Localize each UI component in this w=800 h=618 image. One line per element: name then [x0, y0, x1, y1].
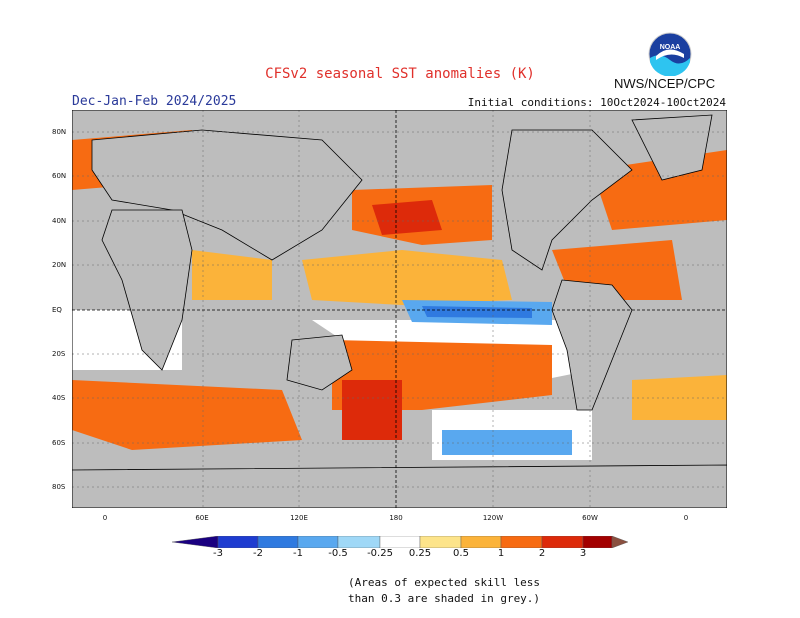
colorbar-label: 1 — [497, 548, 505, 559]
colorbar-segment — [611, 536, 628, 548]
colorbar-segment — [217, 536, 259, 548]
map-title: CFSv2 seasonal SST anomalies (K) — [265, 66, 535, 82]
svg-text:NOAA: NOAA — [660, 44, 681, 51]
colorbar-label: 2 — [538, 548, 546, 559]
lat-label: 60N — [52, 172, 67, 180]
agency-label: NWS/NCEP/CPC — [614, 76, 716, 91]
lon-label: 120E — [290, 514, 308, 522]
colorbar-label: 3 — [579, 548, 587, 559]
colorbar-segment — [500, 536, 543, 548]
colorbar-label: -0.25 — [367, 548, 393, 559]
lon-label: 0 — [683, 514, 689, 522]
colorbar-segment — [541, 536, 584, 548]
colorbar-label: 0.5 — [453, 548, 469, 559]
colorbar-segment — [297, 536, 339, 548]
lat-label: 80N — [52, 128, 67, 136]
lat-label: 60S — [52, 439, 66, 447]
lat-label: EQ — [52, 306, 62, 314]
colorbar-segment — [337, 536, 381, 548]
skill-note-line: than 0.3 are shaded in grey.) — [348, 592, 541, 605]
colorbar-segment — [257, 536, 299, 548]
sst-anomaly-map — [72, 110, 727, 508]
lat-label: 80S — [52, 483, 66, 491]
lon-label: 180 — [389, 514, 403, 522]
colorbar-segment — [419, 536, 462, 548]
colorbar-segment — [172, 536, 219, 548]
lat-label: 40S — [52, 394, 66, 402]
lon-label: 60W — [582, 514, 598, 522]
colorbar-label: -1 — [293, 548, 303, 559]
noaa-logo: NOAA — [648, 32, 692, 76]
lat-label: 20S — [52, 350, 66, 358]
initial-conditions-label: Initial conditions: 10Oct2024-10Oct2024 — [467, 96, 726, 109]
colorbar-label: -2 — [253, 548, 263, 559]
colorbar-label: -3 — [213, 548, 223, 559]
colorbar-label: 0.25 — [408, 548, 432, 559]
lon-label: 120W — [482, 514, 504, 522]
colorbar-segment — [460, 536, 502, 548]
colorbar-segment — [379, 536, 421, 548]
skill-note-line: (Areas of expected skill less — [348, 576, 541, 589]
color-scale-bar — [172, 536, 628, 548]
lon-label: 0 — [102, 514, 108, 522]
colorbar-segment — [582, 536, 613, 548]
colorbar-label: -0.5 — [328, 548, 348, 559]
lon-label: 60E — [195, 514, 209, 522]
lat-label: 20N — [52, 261, 67, 269]
season-label: Dec-Jan-Feb 2024/2025 — [72, 94, 237, 109]
skill-note: (Areas of expected skill less than 0.3 a… — [348, 575, 540, 607]
lat-label: 40N — [52, 217, 67, 225]
